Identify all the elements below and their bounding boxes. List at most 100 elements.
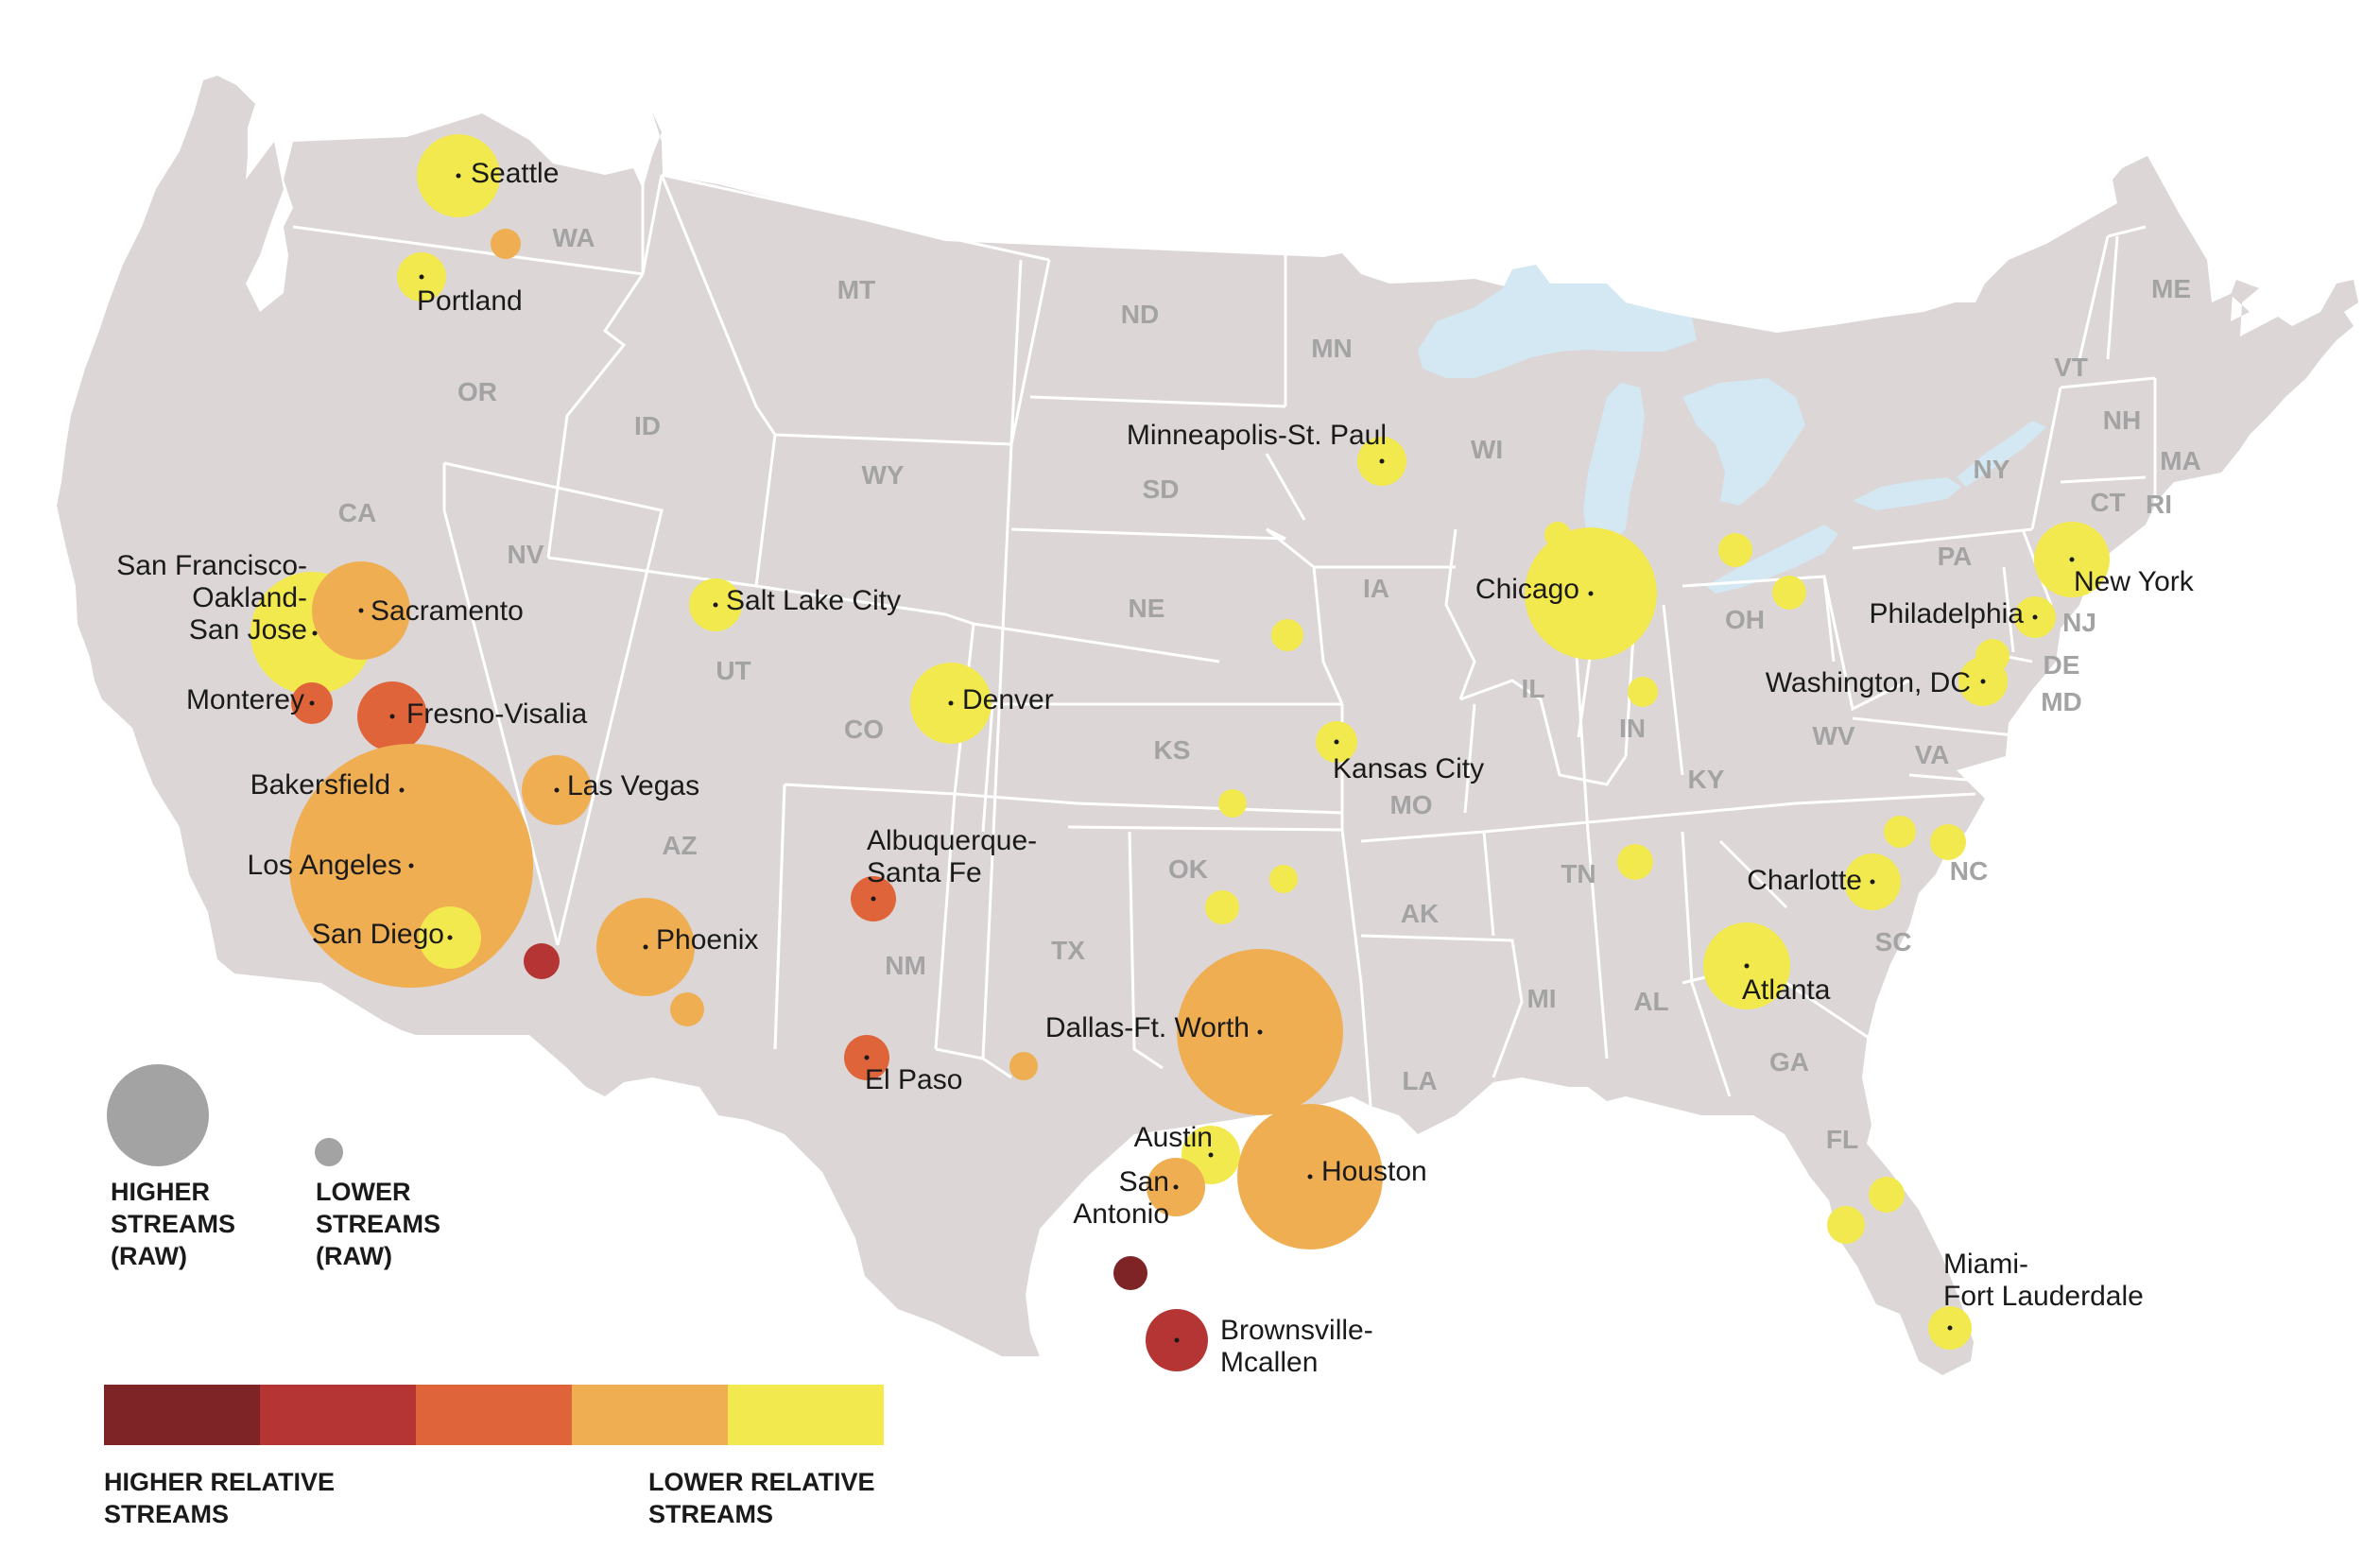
city-label-line: Brownsville- xyxy=(1220,1315,1373,1346)
st-lawrence-shape xyxy=(1957,421,2046,487)
state-label-ia: IA xyxy=(1363,574,1389,603)
state-border-line xyxy=(442,509,560,946)
state-border-line xyxy=(1010,527,1286,541)
state-label-tx: TX xyxy=(1051,936,1085,965)
state-label-oh: OH xyxy=(1725,605,1765,634)
market-bubbles xyxy=(250,134,2110,1371)
market-bubble-oh-north[interactable] xyxy=(1772,576,1806,610)
size-legend-high-line3: (RAW) xyxy=(111,1242,187,1270)
great-lakes xyxy=(1418,265,2046,594)
city-label-line: Kansas City xyxy=(1333,753,1484,784)
state-border-line xyxy=(641,174,664,275)
city-dot-elpaso xyxy=(864,1055,870,1060)
market-bubble-ok-north[interactable] xyxy=(1269,865,1298,893)
color-scale-swatch-level-3 xyxy=(416,1385,572,1445)
market-bubble-in-central[interactable] xyxy=(1628,677,1658,707)
state-label-ne: NE xyxy=(1129,594,1165,623)
state-border-line xyxy=(2106,235,2119,360)
city-label-brownsville: Brownsville-Mcallen xyxy=(1220,1315,1373,1378)
state-label-md: MD xyxy=(2041,687,2082,716)
state-label-az: AZ xyxy=(662,831,697,860)
state-border-line xyxy=(784,783,956,796)
size-legend-low-line2: STREAMS xyxy=(316,1210,440,1238)
state-label-ct: CT xyxy=(2090,488,2125,517)
state-border-line xyxy=(2107,225,2147,238)
city-label-charlotte: Charlotte xyxy=(1747,865,1862,896)
city-label-line: Albuquerque- xyxy=(867,825,1037,856)
color-scale xyxy=(104,1385,884,1445)
state-label-de: DE xyxy=(2044,650,2080,680)
city-dot-bakersfield xyxy=(399,787,405,793)
state-border-line xyxy=(934,793,957,1050)
city-label-sf: San Francisco-Oakland-San Jose xyxy=(116,550,307,646)
city-label-line: El Paso xyxy=(865,1064,962,1095)
city-dot-philadelphia xyxy=(2032,614,2038,620)
lake-michigan-shape xyxy=(1583,383,1645,548)
state-border-line xyxy=(2002,566,2015,653)
market-bubble-wi-east[interactable] xyxy=(1544,522,1571,548)
market-bubble-ca-south-east[interactable] xyxy=(524,943,560,979)
state-label-tn: TN xyxy=(1561,859,1595,888)
city-label-seattle: Seattle xyxy=(471,158,559,189)
state-border-line xyxy=(981,703,994,833)
market-bubble-ia-east[interactable] xyxy=(1271,619,1303,651)
market-bubble-ks-east[interactable] xyxy=(1218,789,1247,818)
market-bubble-tn-central[interactable] xyxy=(1617,844,1653,880)
city-dot-phoenix xyxy=(643,944,648,950)
state-border-line xyxy=(1128,831,1164,1070)
city-label-monterey: Monterey xyxy=(186,684,304,715)
city-label-miami: Miami-Fort Lauderdale xyxy=(1943,1249,2144,1312)
color-legend: HIGHER RELATIVE STREAMS LOWER RELATIVE S… xyxy=(104,1385,884,1528)
city-dot-houston xyxy=(1307,1174,1313,1180)
legend: HIGHER STREAMS (RAW) LOWER STREAMS (RAW)… xyxy=(104,1064,884,1528)
city-label-line: Philadelphia xyxy=(1870,598,2025,629)
city-label-line: Austin xyxy=(1134,1122,1213,1153)
lake-erie-shape xyxy=(1706,525,1838,594)
market-bubble-ok-central[interactable] xyxy=(1205,890,1239,924)
city-label-line: San Jose xyxy=(189,614,307,646)
state-label-nh: NH xyxy=(2103,405,2141,435)
city-label-line: San Diego xyxy=(312,919,444,950)
state-label-il: IL xyxy=(1522,674,1545,703)
market-bubble-mi-east[interactable] xyxy=(1718,533,1752,567)
city-label-kc: Kansas City xyxy=(1333,753,1484,784)
state-label-nj: NJ xyxy=(2062,608,2096,637)
city-label-sacramento: Sacramento xyxy=(371,595,524,627)
market-bubble-nc-east[interactable] xyxy=(1930,824,1966,860)
city-dot-lasvegas xyxy=(554,787,560,793)
market-bubble-wa-east[interactable] xyxy=(491,229,521,259)
city-label-line: Chicago xyxy=(1475,574,1579,605)
state-label-ma: MA xyxy=(2160,446,2201,475)
city-dot-abq xyxy=(871,896,876,902)
market-bubble-nc-central[interactable] xyxy=(1884,816,1916,848)
state-border-line xyxy=(1360,934,1524,1078)
city-dot-denver xyxy=(948,700,954,706)
state-border-line xyxy=(1067,825,1343,832)
market-bubble-tx-west[interactable] xyxy=(1009,1052,1038,1080)
market-bubble-md-baltimore[interactable] xyxy=(1975,639,2009,673)
state-border-line xyxy=(1662,604,1684,776)
market-bubble-fl-west[interactable] xyxy=(1827,1206,1865,1244)
market-bubble-tx-south[interactable] xyxy=(1113,1256,1147,1290)
lake-superior-shape xyxy=(1418,265,1697,378)
city-label-line: San Francisco- xyxy=(116,550,307,581)
city-label-line: Los Angeles xyxy=(248,850,402,881)
city-label-line: Las Vegas xyxy=(567,770,699,801)
state-border-line xyxy=(981,443,1013,1060)
city-label-line: Monterey xyxy=(186,684,304,715)
state-borders xyxy=(292,168,2157,1107)
state-border-line xyxy=(773,784,786,1050)
city-label-line: New York xyxy=(2074,566,2195,597)
state-label-me: ME xyxy=(2151,274,2191,303)
state-label-wa: WA xyxy=(552,223,595,252)
market-bubble-az-south[interactable] xyxy=(670,992,704,1026)
market-bubble-fl-central[interactable] xyxy=(1869,1177,1905,1213)
state-border-line xyxy=(1681,831,1732,1097)
state-border-line xyxy=(1360,792,1976,843)
city-dot-atlanta xyxy=(1744,963,1750,969)
state-border-line xyxy=(1009,259,1023,445)
city-label-denver: Denver xyxy=(962,684,1054,715)
city-label-fresno: Fresno-Visalia xyxy=(406,698,588,730)
city-label-philadelphia: Philadelphia xyxy=(1870,598,2025,629)
state-border-line xyxy=(1586,831,1609,1060)
